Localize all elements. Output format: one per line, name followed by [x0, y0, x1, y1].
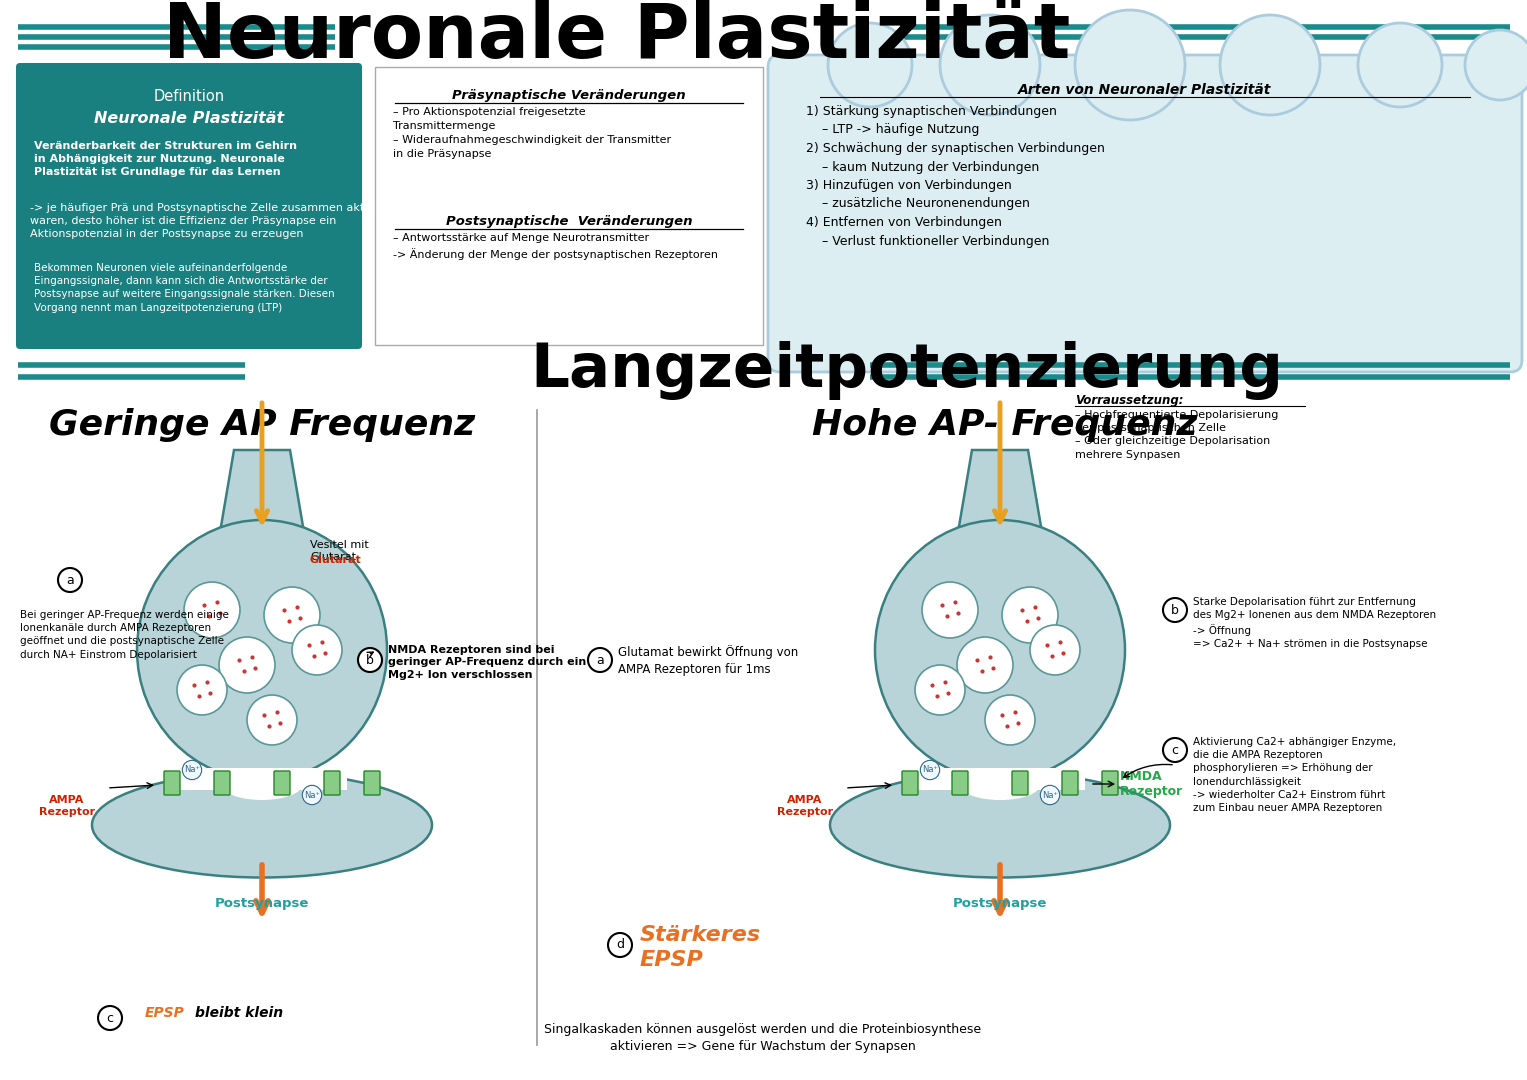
Text: c: c — [107, 1012, 113, 1025]
Circle shape — [1358, 23, 1441, 107]
Text: Arten von Neuronaler Plastizität: Arten von Neuronaler Plastizität — [1019, 83, 1272, 97]
Text: Glutamat bewirkt Öffnung von
AMPA Rezeptoren für 1ms: Glutamat bewirkt Öffnung von AMPA Rezept… — [618, 645, 799, 676]
Text: Aktivierung Ca2+ abhängiger Enzyme,
die die AMPA Rezeptoren
phosphorylieren => E: Aktivierung Ca2+ abhängiger Enzyme, die … — [1193, 737, 1396, 813]
Circle shape — [828, 23, 912, 107]
Ellipse shape — [92, 772, 432, 877]
Ellipse shape — [831, 772, 1170, 877]
Text: NMDA
Rezeptor: NMDA Rezeptor — [1119, 769, 1183, 798]
Circle shape — [58, 568, 82, 592]
Text: – Hochfrequentierte Depolarisierung
der postsynaptischen Zelle
– Oder gleichzeit: – Hochfrequentierte Depolarisierung der … — [1075, 410, 1278, 460]
Circle shape — [985, 696, 1035, 745]
Circle shape — [1464, 30, 1527, 100]
Text: AMPA
Rezeptor: AMPA Rezeptor — [38, 795, 95, 818]
Ellipse shape — [960, 770, 1040, 800]
Bar — [953, 544, 1048, 556]
Circle shape — [1164, 598, 1186, 622]
Text: Na⁺: Na⁺ — [1041, 791, 1058, 799]
Text: -> je häufiger Prä und Postsynaptische Zelle zusammen aktiv
waren, desto höher i: -> je häufiger Prä und Postsynaptische Z… — [31, 203, 374, 240]
Text: Stärkeres
EPSP: Stärkeres EPSP — [640, 924, 760, 970]
Text: Bekommen Neuronen viele aufeinanderfolgende
Eingangssignale, dann kann sich die : Bekommen Neuronen viele aufeinanderfolge… — [34, 264, 334, 312]
Polygon shape — [954, 450, 1044, 550]
FancyBboxPatch shape — [15, 63, 362, 349]
Text: Vorraussetzung:: Vorraussetzung: — [1075, 394, 1183, 407]
Circle shape — [292, 625, 342, 675]
Circle shape — [608, 933, 632, 957]
Circle shape — [1220, 15, 1319, 114]
Text: Langzeitpotenzierung: Langzeitpotenzierung — [530, 340, 1283, 400]
Text: bleibt klein: bleibt klein — [195, 1005, 282, 1020]
Bar — [177, 768, 347, 789]
FancyBboxPatch shape — [363, 771, 380, 795]
Text: – Pro Aktionspotenzial freigesetzte
Transmittermenge
– Wideraufnahmegeschwindigk: – Pro Aktionspotenzial freigesetzte Tran… — [392, 107, 672, 159]
Text: Bei geringer AP-Frequenz werden einige
Ionenkanäle durch AMPA Rezeptoren
geöffne: Bei geringer AP-Frequenz werden einige I… — [20, 610, 229, 660]
Circle shape — [922, 582, 977, 638]
FancyBboxPatch shape — [163, 771, 180, 795]
Text: Na⁺: Na⁺ — [304, 791, 321, 799]
Circle shape — [218, 637, 275, 693]
Circle shape — [98, 1005, 122, 1030]
Text: Neuronale Plastizität: Neuronale Plastizität — [95, 111, 284, 126]
Text: Postsynapse: Postsynapse — [215, 897, 308, 910]
Text: Veränderbarkeit der Strukturen im Gehirn
in Abhängigkeit zur Nutzung. Neuronale
: Veränderbarkeit der Strukturen im Gehirn… — [34, 141, 296, 177]
Text: Hohe AP- Frequenz: Hohe AP- Frequenz — [812, 408, 1197, 442]
Circle shape — [183, 582, 240, 638]
Text: Präsynaptische Veränderungen: Präsynaptische Veränderungen — [452, 89, 686, 102]
Text: a: a — [596, 653, 603, 666]
Text: Postsynapse: Postsynapse — [953, 897, 1048, 910]
Text: b: b — [1171, 604, 1179, 617]
FancyBboxPatch shape — [768, 55, 1522, 372]
FancyBboxPatch shape — [951, 771, 968, 795]
Text: Postsynaptische  Veränderungen: Postsynaptische Veränderungen — [446, 215, 692, 228]
Circle shape — [941, 15, 1040, 114]
Polygon shape — [217, 450, 307, 550]
Bar — [215, 544, 308, 556]
Text: EPSP: EPSP — [145, 1005, 185, 1020]
Text: d: d — [615, 939, 625, 951]
Ellipse shape — [221, 770, 302, 800]
Text: Starke Depolarisation führt zur Entfernung
des Mg2+ Ionenen aus dem NMDA Rezepto: Starke Depolarisation führt zur Entfernu… — [1193, 597, 1435, 649]
FancyBboxPatch shape — [324, 771, 341, 795]
Text: Vesitel mit
Glutarat: Vesitel mit Glutarat — [310, 540, 368, 563]
Text: 1) Stärkung synaptischen Verbindungen
    – LTP -> häufige Nutzung
2) Schwächung: 1) Stärkung synaptischen Verbindungen – … — [806, 105, 1106, 247]
Ellipse shape — [875, 519, 1125, 780]
Ellipse shape — [137, 519, 386, 780]
FancyBboxPatch shape — [902, 771, 918, 795]
Circle shape — [1002, 588, 1058, 643]
Text: b: b — [366, 653, 374, 666]
Text: NMDA Rezeptoren sind bei
geringer AP-Frequenz durch ein
Mg2+ Ion verschlossen: NMDA Rezeptoren sind bei geringer AP-Fre… — [388, 645, 586, 679]
Circle shape — [957, 637, 1012, 693]
Text: c: c — [1171, 743, 1179, 756]
Circle shape — [588, 648, 612, 672]
Circle shape — [1031, 625, 1080, 675]
Text: AMPA
Rezeptor: AMPA Rezeptor — [777, 795, 834, 818]
FancyBboxPatch shape — [1061, 771, 1078, 795]
Circle shape — [247, 696, 296, 745]
Text: Neuronale Plastizität: Neuronale Plastizität — [163, 0, 1070, 75]
Text: Glutarat: Glutarat — [310, 555, 362, 565]
Circle shape — [1164, 738, 1186, 762]
Text: a: a — [66, 573, 73, 586]
Circle shape — [1075, 10, 1185, 120]
Text: – Antwortsstärke auf Menge Neurotransmitter
-> Änderung der Menge der postsynapt: – Antwortsstärke auf Menge Neurotransmit… — [392, 233, 718, 260]
Circle shape — [177, 665, 228, 715]
FancyBboxPatch shape — [214, 771, 231, 795]
Text: Na⁺: Na⁺ — [922, 766, 938, 774]
FancyBboxPatch shape — [273, 771, 290, 795]
FancyBboxPatch shape — [1102, 771, 1118, 795]
Circle shape — [915, 665, 965, 715]
Text: Geringe AP Frequenz: Geringe AP Frequenz — [49, 408, 475, 442]
FancyBboxPatch shape — [376, 67, 764, 345]
Text: Na⁺: Na⁺ — [183, 766, 200, 774]
Bar — [915, 768, 1086, 789]
Text: Singalkaskaden können ausgelöst werden und die Proteinbiosynthese
aktivieren => : Singalkaskaden können ausgelöst werden u… — [545, 1023, 982, 1053]
FancyBboxPatch shape — [1012, 771, 1028, 795]
Circle shape — [264, 588, 321, 643]
Circle shape — [357, 648, 382, 672]
Text: Definition: Definition — [153, 89, 224, 104]
